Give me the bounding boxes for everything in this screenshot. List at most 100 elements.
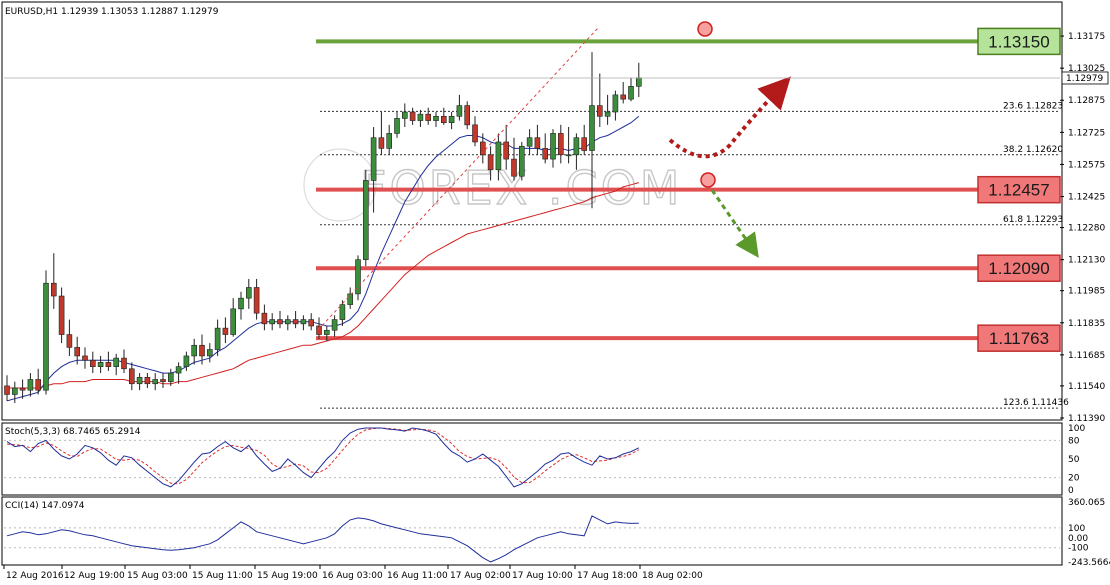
price-tick-label: 1.11540 (1068, 382, 1105, 392)
level-label: 1.13150 (988, 32, 1049, 51)
candle (253, 278, 260, 320)
price-tick-label: 1.12725 (1068, 128, 1105, 138)
cci-line (6, 515, 639, 563)
level-box (977, 175, 1061, 204)
candle (331, 315, 338, 337)
candle (534, 124, 541, 155)
candle-body (269, 319, 276, 325)
price-tick-label: 1.11390 (1068, 414, 1105, 424)
level-label: 1.12457 (988, 181, 1049, 200)
candle-body (448, 115, 455, 124)
candle (19, 379, 26, 399)
candle-body (323, 329, 330, 335)
candle (27, 373, 34, 397)
candle (199, 334, 205, 365)
candle (355, 255, 361, 301)
price-tick-label: 1.11835 (1068, 319, 1105, 329)
symbol-header: EURUSD,H1 1.12939 1.13053 1.12887 1.1297… (5, 7, 219, 17)
candle-body (168, 372, 174, 382)
candle-body (152, 379, 158, 385)
candle-body (308, 319, 315, 327)
candle-body (401, 111, 408, 119)
candle-body (191, 344, 197, 357)
candle-body (66, 334, 73, 348)
time-tick-label: 16 Aug 11:00 (387, 571, 448, 581)
candle (113, 353, 119, 376)
level-box (977, 254, 1061, 282)
candle-body (144, 377, 151, 385)
candle-body (620, 94, 627, 100)
candle (284, 315, 291, 331)
price-tick-label: 1.12875 (1068, 96, 1105, 106)
candle (409, 107, 416, 125)
candle (550, 129, 556, 168)
candle-body (425, 113, 432, 121)
cci-tick-label: -100 (1068, 544, 1089, 554)
candle-body (331, 319, 338, 331)
candle-body (253, 287, 260, 314)
candle-body (440, 115, 447, 124)
candle (518, 141, 525, 181)
stoch-tick-label: 80 (1068, 436, 1080, 446)
candle-body (4, 385, 10, 395)
candle-body (370, 137, 377, 181)
candle-body (456, 105, 463, 117)
candle (82, 347, 88, 369)
candle-body (542, 148, 549, 160)
price-tick-label: 1.12130 (1068, 256, 1105, 266)
candle (4, 375, 10, 401)
candle-body (246, 287, 252, 299)
candle-body (479, 141, 486, 156)
price-tick-label: 1.13175 (1068, 32, 1105, 42)
current-price-box (1061, 71, 1109, 85)
candle-body (589, 105, 595, 151)
candle (308, 313, 315, 331)
stoch-indicator: Stoch(5,3,3) 68.7465 65.2914 100 80 50 20 0 (4, 424, 1085, 496)
candle-body (82, 355, 88, 361)
candle-body (596, 105, 603, 117)
current-price: 1.12979 (4, 71, 1109, 85)
candle (612, 90, 619, 121)
candle (339, 300, 346, 326)
candle (261, 304, 268, 331)
candle (433, 112, 439, 127)
candle-body (573, 137, 580, 156)
candle-body (518, 145, 525, 177)
time-tick-label: 16 Aug 03:00 (322, 571, 383, 581)
time-tick-label: 17 Aug 10:00 (512, 571, 573, 581)
price-tick-label: 1.12575 (1068, 160, 1105, 170)
candle (97, 355, 104, 374)
candle-body (222, 327, 229, 335)
fib-levels: 23.6 1.12823 38.2 1.12620 61.8 1.12293 123.… (320, 101, 1069, 409)
candle-body (534, 137, 541, 149)
level-label: 1.11763 (989, 329, 1049, 348)
candle (129, 362, 135, 391)
candle-body (300, 319, 307, 325)
stoch-tick-label: 100 (1068, 424, 1085, 434)
candle-body (214, 327, 221, 350)
candle (596, 73, 603, 127)
candle-body (199, 344, 205, 357)
candle (160, 373, 166, 389)
candle-body (347, 293, 354, 305)
candle (425, 107, 432, 125)
candle (105, 351, 112, 371)
candle (323, 325, 330, 341)
cci-tick-label: -243.5664 (1068, 558, 1110, 568)
stoch-pane-frame (1, 422, 1063, 496)
candle-body (339, 304, 346, 320)
candle (168, 368, 174, 386)
time-tick-label: 17 Aug 02:00 (450, 571, 511, 581)
candle-body (417, 113, 424, 121)
candle-body (495, 141, 502, 171)
level-box (977, 324, 1061, 352)
ma-slow-line (7, 182, 639, 389)
candle (175, 362, 182, 384)
price-tick-label: 1.12280 (1068, 224, 1105, 234)
candle (152, 373, 158, 391)
candle-body (526, 137, 533, 147)
candle-body (362, 180, 369, 260)
bear-scenario-arrow (710, 189, 759, 258)
candle-body (105, 362, 112, 367)
